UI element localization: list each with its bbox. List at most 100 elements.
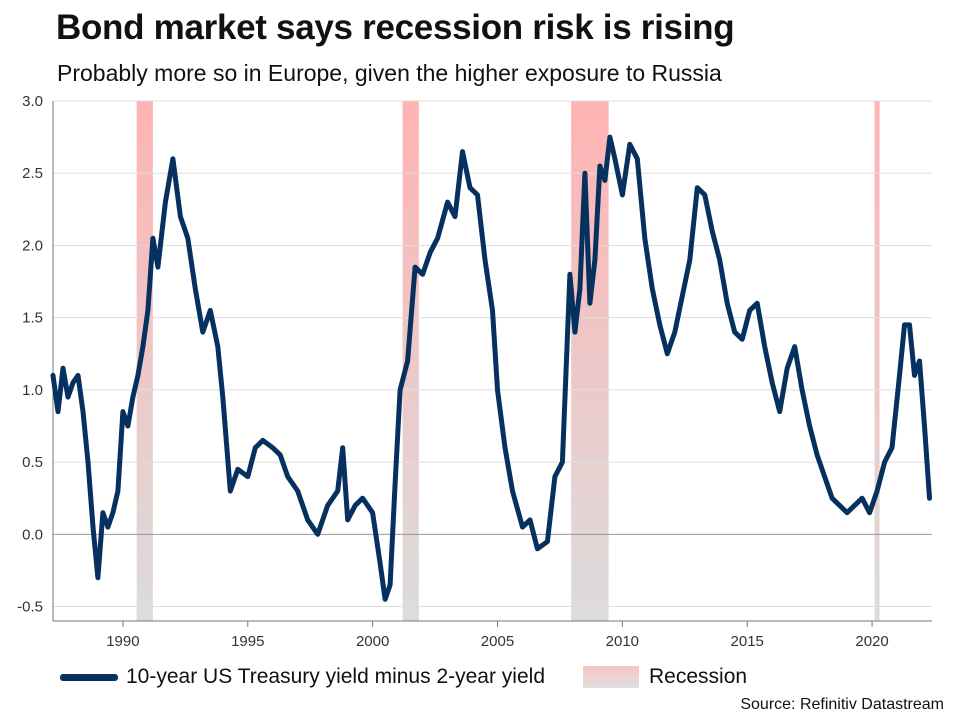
data-point <box>749 310 750 311</box>
data-point <box>854 505 855 506</box>
y-tick-label: 2.5 <box>22 165 43 182</box>
data-point <box>504 447 505 448</box>
data-point <box>317 534 318 535</box>
legend: 10-year US Treasury yield minus 2-year y… <box>60 664 747 690</box>
x-tick-label: 2015 <box>731 633 764 650</box>
data-point <box>847 512 848 513</box>
data-point <box>202 332 203 333</box>
data-point <box>112 512 113 513</box>
data-point <box>53 375 54 376</box>
recession-band-1 <box>136 101 153 621</box>
data-point <box>899 375 900 376</box>
data-point <box>415 267 416 268</box>
data-point <box>172 158 173 159</box>
data-point <box>67 397 68 398</box>
axes: -0.5 0.0 0.5 1.0 1.5 2.0 2.5 3.0 1990 1995 2000 200… <box>17 93 932 650</box>
recession-band-4 <box>874 101 880 621</box>
y-tick-label: 2.0 <box>22 237 43 254</box>
data-point <box>537 548 538 549</box>
data-point <box>77 375 78 376</box>
data-point <box>87 462 88 463</box>
data-point <box>659 324 660 325</box>
data-point <box>884 462 885 463</box>
data-point <box>132 397 133 398</box>
data-point <box>455 216 456 217</box>
data-point <box>569 274 570 275</box>
data-point <box>637 158 638 159</box>
data-point <box>152 238 153 239</box>
data-point <box>272 447 273 448</box>
data-point <box>547 541 548 542</box>
data-point <box>727 303 728 304</box>
data-point <box>157 267 158 268</box>
y-tick-label: -0.5 <box>17 599 43 616</box>
data-point <box>579 288 580 289</box>
data-point <box>447 202 448 203</box>
data-point <box>280 454 281 455</box>
y-tick-label: 0.0 <box>22 526 43 543</box>
data-point <box>217 346 218 347</box>
gridlines <box>53 100 932 608</box>
data-point <box>180 216 181 217</box>
data-point <box>667 353 668 354</box>
data-point <box>395 483 396 484</box>
data-point <box>892 447 893 448</box>
chart-subtitle: Probably more so in Europe, given the hi… <box>57 60 722 86</box>
y-tick-label: 1.0 <box>22 382 43 399</box>
data-point <box>342 447 343 448</box>
data-point <box>529 519 530 520</box>
data-point <box>187 238 188 239</box>
data-point <box>697 187 698 188</box>
data-point <box>904 324 905 325</box>
data-point <box>195 288 196 289</box>
data-point <box>142 346 143 347</box>
data-point <box>407 361 408 362</box>
data-point <box>470 187 471 188</box>
data-point <box>247 476 248 477</box>
data-point <box>165 202 166 203</box>
data-point <box>255 447 256 448</box>
data-point <box>704 194 705 195</box>
data-point <box>485 259 486 260</box>
recession-band-2 <box>402 101 419 621</box>
data-point <box>919 361 920 362</box>
data-point <box>222 397 223 398</box>
data-point <box>297 491 298 492</box>
data-point <box>794 346 795 347</box>
x-tick-label: 2020 <box>855 633 888 650</box>
data-point <box>574 332 575 333</box>
data-point <box>230 491 231 492</box>
data-point <box>57 411 58 412</box>
data-point <box>287 476 288 477</box>
data-point <box>594 259 595 260</box>
data-point <box>909 324 910 325</box>
data-point <box>477 194 478 195</box>
data-point <box>629 144 630 145</box>
legend-line-swatch <box>60 673 118 681</box>
data-point <box>764 346 765 347</box>
chart-title: Bond market says recession risk is risin… <box>56 8 735 47</box>
data-point <box>614 158 615 159</box>
data-point <box>682 296 683 297</box>
data-point <box>862 498 863 499</box>
data-point <box>497 389 498 390</box>
data-point <box>337 491 338 492</box>
data-point <box>327 505 328 506</box>
data-point <box>599 166 600 167</box>
legend-recession-label: Recession <box>649 665 748 688</box>
data-point <box>622 194 623 195</box>
data-point <box>422 274 423 275</box>
y-tick-label: 0.5 <box>22 454 43 471</box>
legend-series-label: 10-year US Treasury yield minus 2-year y… <box>126 665 545 688</box>
data-point <box>674 332 675 333</box>
data-point <box>437 238 438 239</box>
data-point <box>719 259 720 260</box>
data-point <box>604 180 605 181</box>
data-point <box>430 252 431 253</box>
data-point <box>877 491 878 492</box>
data-point <box>462 151 463 152</box>
data-point <box>512 491 513 492</box>
data-point <box>584 173 585 174</box>
data-point <box>262 440 263 441</box>
